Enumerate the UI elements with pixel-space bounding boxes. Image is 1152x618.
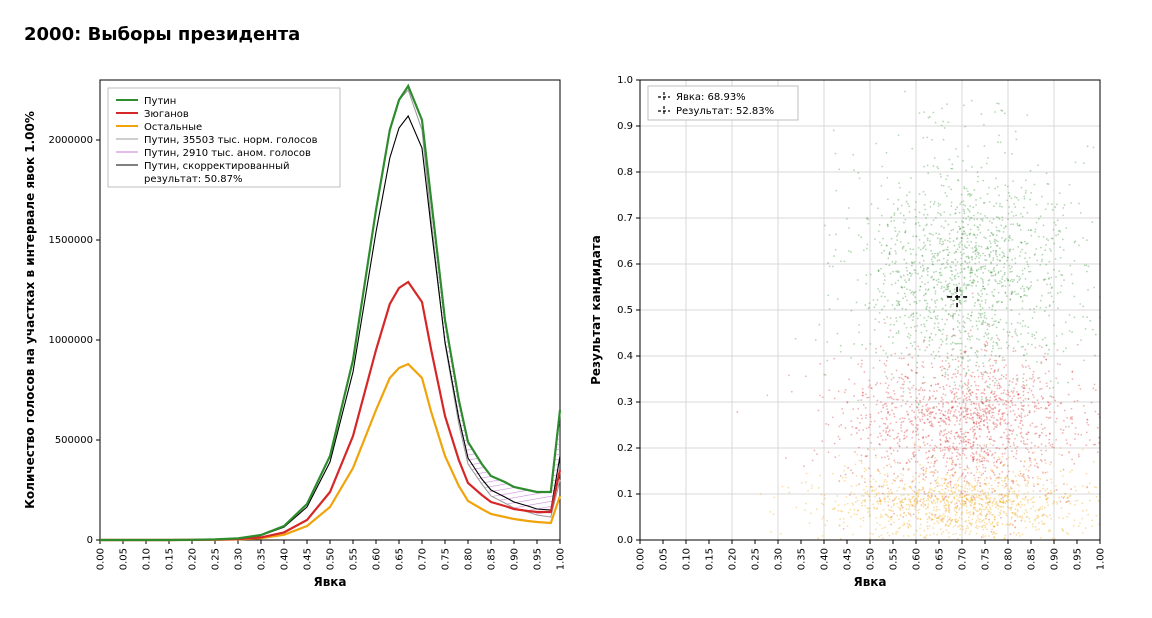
svg-text:0.65: 0.65 (935, 548, 946, 570)
right-xlabel: Явка (853, 575, 886, 589)
svg-text:0.45: 0.45 (843, 548, 854, 570)
svg-text:0.90: 0.90 (1050, 548, 1061, 570)
svg-text:Остальные: Остальные (144, 122, 202, 133)
svg-text:0.05: 0.05 (119, 548, 130, 570)
svg-text:0.9: 0.9 (617, 121, 633, 132)
svg-text:Путин: Путин (144, 96, 176, 107)
svg-text:0.5: 0.5 (617, 305, 633, 316)
svg-text:0.80: 0.80 (464, 548, 475, 570)
svg-text:0.8: 0.8 (617, 167, 633, 178)
svg-text:0.4: 0.4 (617, 351, 633, 362)
svg-text:0.75: 0.75 (981, 548, 992, 570)
left-xlabel: Явка (313, 575, 346, 589)
svg-text:0.60: 0.60 (912, 548, 923, 570)
svg-text:0.35: 0.35 (257, 548, 268, 570)
svg-text:0.55: 0.55 (349, 548, 360, 570)
svg-text:Путин, 35503 тыс. норм. голосо: Путин, 35503 тыс. норм. голосов (144, 135, 318, 146)
svg-text:0.10: 0.10 (682, 548, 693, 570)
svg-text:0.85: 0.85 (1027, 548, 1038, 570)
figure: 0.000.050.100.150.200.250.300.350.400.45… (0, 60, 1152, 600)
svg-text:1500000: 1500000 (48, 235, 93, 246)
svg-text:0.6: 0.6 (617, 259, 633, 270)
svg-text:0.50: 0.50 (866, 548, 877, 570)
svg-text:0.70: 0.70 (418, 548, 429, 570)
svg-text:Результат: 52.83%: Результат: 52.83% (676, 106, 774, 117)
svg-text:1000000: 1000000 (48, 335, 93, 346)
svg-text:0.30: 0.30 (774, 548, 785, 570)
svg-text:0.95: 0.95 (1073, 548, 1084, 570)
svg-text:0.45: 0.45 (303, 548, 314, 570)
svg-text:0.95: 0.95 (533, 548, 544, 570)
svg-text:Зюганов: Зюганов (144, 109, 189, 120)
svg-text:0.65: 0.65 (395, 548, 406, 570)
svg-text:результат: 50.87%: результат: 50.87% (144, 174, 242, 185)
svg-text:0.05: 0.05 (659, 548, 670, 570)
svg-text:0.0: 0.0 (617, 535, 633, 546)
svg-text:1.00: 1.00 (1096, 548, 1107, 570)
svg-text:0.55: 0.55 (889, 548, 900, 570)
svg-text:0.85: 0.85 (487, 548, 498, 570)
svg-text:0.3: 0.3 (617, 397, 633, 408)
svg-text:0.15: 0.15 (165, 548, 176, 570)
svg-text:Явка: 68.93%: Явка: 68.93% (676, 92, 746, 103)
svg-text:500000: 500000 (55, 435, 93, 446)
svg-text:0.35: 0.35 (797, 548, 808, 570)
svg-text:0.90: 0.90 (510, 548, 521, 570)
left-ylabel: Количество голосов на участках в интерва… (23, 111, 37, 509)
scatter-points (736, 91, 1100, 541)
svg-text:0.75: 0.75 (441, 548, 452, 570)
svg-text:0.25: 0.25 (751, 548, 762, 570)
svg-text:0.10: 0.10 (142, 548, 153, 570)
svg-text:2000000: 2000000 (48, 135, 93, 146)
svg-text:0.20: 0.20 (188, 548, 199, 570)
svg-text:0: 0 (87, 535, 93, 546)
svg-text:0.15: 0.15 (705, 548, 716, 570)
svg-text:0.60: 0.60 (372, 548, 383, 570)
svg-text:0.80: 0.80 (1004, 548, 1015, 570)
page-title: 2000: Выборы президента (24, 24, 300, 45)
svg-text:0.7: 0.7 (617, 213, 633, 224)
svg-text:0.2: 0.2 (617, 443, 633, 454)
svg-text:0.70: 0.70 (958, 548, 969, 570)
svg-text:Путин, скорректированный: Путин, скорректированный (144, 161, 289, 172)
series-red (100, 282, 560, 540)
svg-text:1.00: 1.00 (556, 548, 567, 570)
svg-text:0.40: 0.40 (280, 548, 291, 570)
svg-text:0.20: 0.20 (728, 548, 739, 570)
left-chart: 0.00 0.05 0.10 0.15 0.20 0.25 0.30 0.35 0.40 0.45… (23, 80, 567, 589)
right-chart: 0.00 0.05 0.10 0.15 0.20 0.25 0.30 0.35 0.40 0.45… (589, 75, 1107, 589)
svg-text:0.30: 0.30 (234, 548, 245, 570)
svg-text:0.25: 0.25 (211, 548, 222, 570)
svg-text:0.00: 0.00 (636, 548, 647, 570)
svg-text:0.1: 0.1 (617, 489, 633, 500)
svg-text:0.40: 0.40 (820, 548, 831, 570)
right-ylabel: Результат кандидата (589, 235, 603, 385)
svg-text:Путин, 2910 тыс. аном. голосов: Путин, 2910 тыс. аном. голосов (144, 148, 311, 159)
svg-text:0.00: 0.00 (96, 548, 107, 570)
svg-text:0.50: 0.50 (326, 548, 337, 570)
svg-text:1.0: 1.0 (617, 75, 633, 86)
